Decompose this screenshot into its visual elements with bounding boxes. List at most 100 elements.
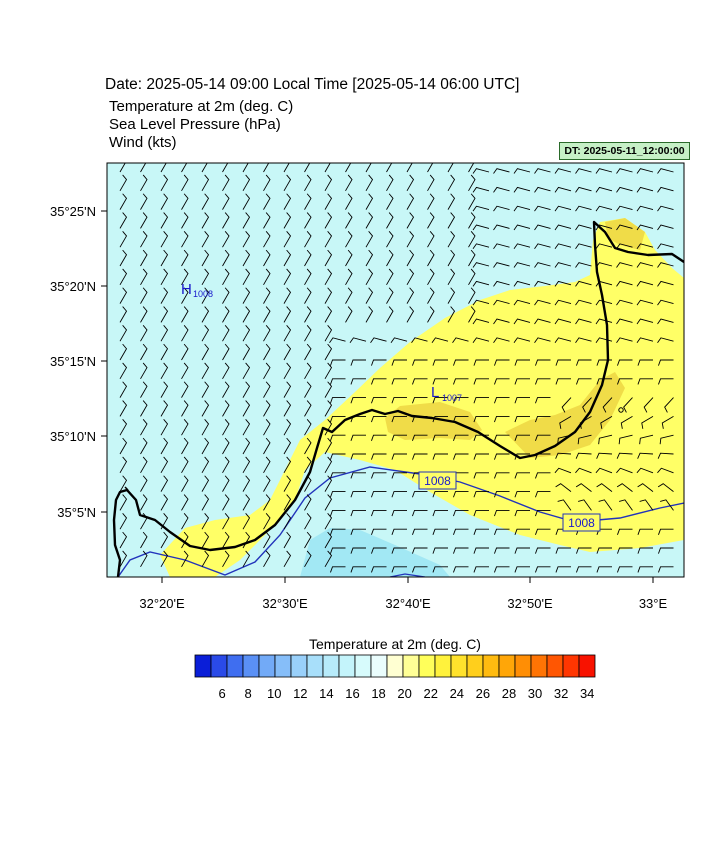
wind-barb xyxy=(472,299,490,306)
wind-barb xyxy=(575,337,592,344)
wind-barb xyxy=(657,318,674,325)
wind-barb xyxy=(468,231,476,248)
wind-barb xyxy=(637,566,653,573)
wind-barb xyxy=(242,437,251,455)
wind-barb xyxy=(242,400,251,417)
wind-barb xyxy=(554,280,572,287)
wind-barb xyxy=(324,362,333,380)
wind-barb xyxy=(263,475,271,492)
wind-barb xyxy=(283,437,292,455)
wind-barb xyxy=(494,453,510,460)
wind-barb xyxy=(283,306,292,323)
wind-barb xyxy=(119,362,128,380)
wind-barb xyxy=(304,400,312,417)
colorbar-swatch xyxy=(514,654,532,678)
wind-barb xyxy=(412,491,428,498)
wind-barb xyxy=(201,306,210,323)
wind-barb xyxy=(643,397,654,413)
wind-barb xyxy=(263,249,271,267)
wind-barb xyxy=(555,378,571,385)
wind-barb xyxy=(453,547,469,554)
latitude-axis: 35°25'N 35°20'N 35°15'N 35°10'N 35°5'N xyxy=(50,204,107,520)
wind-barb xyxy=(447,306,456,323)
wind-barb xyxy=(432,509,448,517)
wind-barb xyxy=(472,243,490,250)
temperature-colorbar: 6 8 10 12 14 16 18 20 22 24 26 28 30 32 34 xyxy=(194,654,596,701)
wind-barb xyxy=(636,280,654,287)
wind-barb xyxy=(201,475,210,492)
wind-barb xyxy=(181,287,189,304)
wind-barb xyxy=(639,499,654,511)
wind-barb xyxy=(140,343,148,361)
wind-barb xyxy=(263,193,271,210)
wind-barb xyxy=(304,231,312,248)
wind-barb xyxy=(324,193,333,210)
wind-barb xyxy=(222,306,230,323)
colorbar-swatch xyxy=(482,654,500,678)
wind-barb xyxy=(324,163,331,173)
colorbar-tick-label: 20 xyxy=(397,686,411,701)
wind-barb xyxy=(140,550,148,568)
wind-barb xyxy=(350,359,366,366)
colorbar-tick-label: 12 xyxy=(293,686,307,701)
wind-barb xyxy=(304,212,312,229)
colorbar-swatch xyxy=(402,654,420,678)
wind-barb xyxy=(390,337,408,344)
wind-barb xyxy=(447,231,456,248)
wind-barb xyxy=(513,224,531,231)
wind-barb xyxy=(637,483,654,492)
wind-barb xyxy=(636,168,654,174)
lat-label: 35°5'N xyxy=(57,505,96,520)
wind-barb xyxy=(406,268,415,286)
wind-barb xyxy=(345,231,353,248)
wind-barb xyxy=(600,416,613,429)
wind-barb xyxy=(181,494,189,511)
wind-barb xyxy=(160,325,169,342)
wind-barb xyxy=(222,268,230,286)
wind-barb xyxy=(222,419,230,436)
wind-barb xyxy=(406,306,415,323)
wind-barb xyxy=(617,547,633,554)
wind-barb xyxy=(391,415,407,423)
wind-barb xyxy=(534,280,551,287)
wind-barb xyxy=(637,452,654,459)
wind-barb xyxy=(181,268,189,286)
wind-barb xyxy=(181,437,189,455)
wind-barb xyxy=(616,205,633,212)
wind-barb xyxy=(657,262,674,268)
warmer-patch xyxy=(605,218,645,250)
wind-barb xyxy=(657,452,674,459)
wind-barb xyxy=(201,400,210,417)
lon-label: 32°50'E xyxy=(507,596,553,611)
wind-barb xyxy=(391,434,407,441)
wind-barb xyxy=(473,509,489,517)
wind-barb xyxy=(119,419,128,436)
wind-barb xyxy=(140,513,148,530)
wind-barb xyxy=(119,437,128,455)
wind-barb xyxy=(304,381,312,398)
wind-barb xyxy=(350,378,366,385)
wind-barb xyxy=(386,249,394,267)
wind-barb xyxy=(222,456,230,474)
wind-barb xyxy=(160,212,169,229)
wind-barb xyxy=(617,359,633,366)
wind-barb xyxy=(514,509,530,517)
wind-barb xyxy=(514,566,530,573)
wind-barb xyxy=(616,186,633,193)
wind-barb xyxy=(534,262,551,268)
colorbar-tick-label: 24 xyxy=(450,686,464,701)
wind-barb xyxy=(468,249,476,267)
wind-barb xyxy=(616,224,633,231)
wind-barb xyxy=(514,453,530,460)
field-wind-label: Wind (kts) xyxy=(109,134,177,151)
wind-barb xyxy=(242,287,251,304)
wind-barb xyxy=(494,528,510,535)
wind-barb xyxy=(350,472,366,479)
wind-barb xyxy=(555,566,571,573)
wind-barb xyxy=(242,362,251,380)
wind-barb xyxy=(534,318,551,325)
wind-barb xyxy=(371,566,387,573)
wind-barb xyxy=(330,528,346,535)
wind-barb xyxy=(201,494,210,511)
wind-barb xyxy=(575,299,592,306)
